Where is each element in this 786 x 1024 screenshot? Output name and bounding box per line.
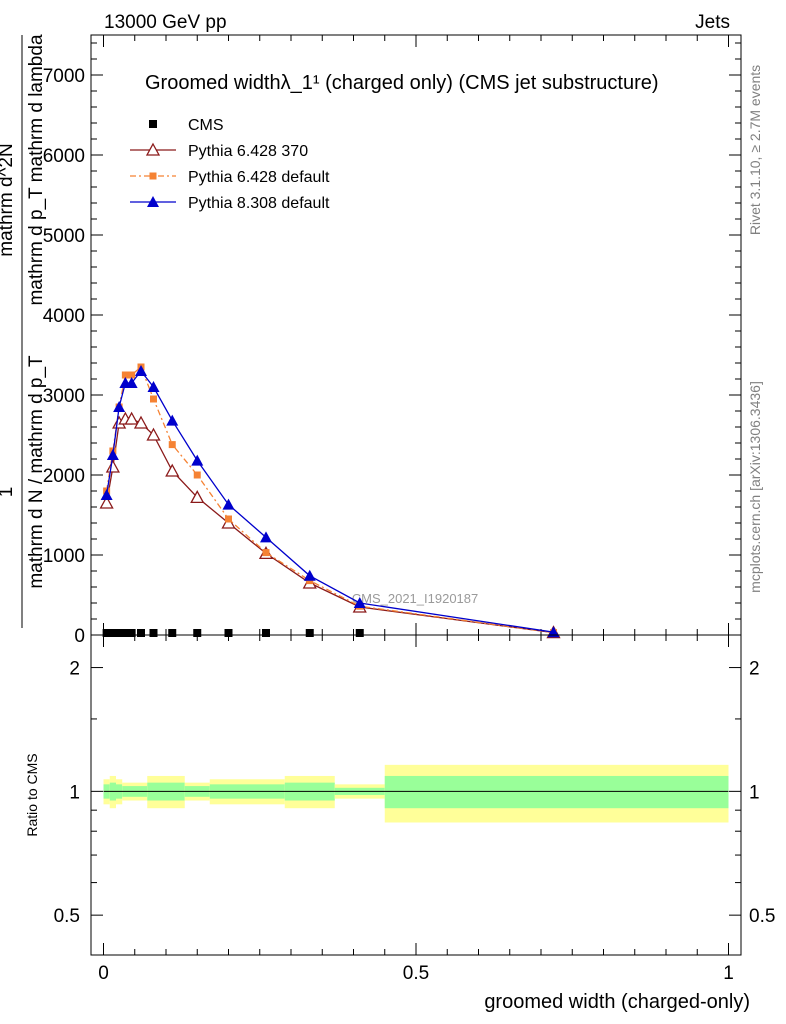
ratio-y-tick-label-right: 1 [749,782,760,803]
data-point-p6_370 [105,459,120,473]
data-point-p8_default [303,569,316,581]
legend-marker [145,142,161,156]
data-point-p6_370 [146,427,161,441]
data-point-cms [121,629,130,637]
ratio-y-tick-label-right: 0.5 [749,906,775,927]
y-tick-label: 1000 [43,546,85,567]
data-point-p8_default [100,489,113,500]
ratio-y-tick-label: 0.5 [54,906,80,927]
data-point-p8_default [147,381,160,392]
data-point-cms [137,629,145,637]
y-tick-label: 3000 [43,386,85,407]
y-tick-label: 5000 [43,226,85,247]
data-point-p6_370 [99,495,114,509]
data-point-cms [355,629,364,637]
y-tick-label: 6000 [43,146,85,167]
ratio-y-tick-labels: 0.5 0.5 1 1 2 2 [54,659,776,928]
data-point-p8_default [191,454,204,466]
ratio-y-label: Ratio to CMS [24,753,40,836]
legend-marker [147,196,159,207]
data-point-p8_default [166,414,179,426]
data-point-p6_default [121,371,129,379]
chart-title: Groomed widthλ_1¹ (charged only) (CMS je… [145,72,659,94]
legend-item-cms: CMS [149,117,224,134]
data-point-p8_default [260,531,272,543]
main-y-tick-labels: 0 1000 2000 3000 4000 5000 6000 7000 [43,66,85,647]
x-tick-label: 0.5 [403,963,429,984]
data-point-cms [102,629,111,637]
series-p8_default [100,365,560,638]
data-point-p8_default [125,377,138,388]
y-tick-label: 2000 [43,466,85,487]
analysis-watermark: CMS_2021_I1920187 [352,591,479,606]
data-point-p6_default [262,549,270,557]
legend-label: CMS [188,117,224,134]
legend-label: Pythia 6.428 default [188,169,330,186]
legend: CMS Pythia 6.428 370 Pythia 6.428 default P… [130,117,330,212]
series-p6_default [103,363,557,637]
x-tick-label: 0 [98,963,109,984]
main-ticks [91,35,741,636]
data-point-cms [149,629,158,637]
y-tick-label: 0 [74,626,85,647]
data-point-p6_370 [133,415,149,429]
x-axis-label: groomed width (charged-only) [484,991,750,1013]
legend-item-p6_370: Pythia 6.428 370 [130,142,308,160]
legend-label: Pythia 6.428 370 [188,143,308,160]
data-point-p6_370 [165,463,180,477]
data-point-p8_default [106,449,119,460]
y-axis-label: 1 mathrm d N / mathrm d p_T mathrm d^2N … [0,34,47,628]
data-point-p8_default [113,401,126,412]
header-right: Jets [695,12,730,33]
series-line-p6_370 [105,418,554,634]
ratio-y-tick-label: 1 [69,782,80,803]
ratio-bands [103,764,729,823]
data-point-p6_370 [124,411,139,425]
y-label-numerator: 1 [0,487,17,498]
y-label-denominator: mathrm d N / mathrm d p_T [26,355,47,589]
data-point-p6_default [128,371,136,379]
data-point-p8_default [135,365,147,376]
x-tick-labels: 0 0.5 1 [98,963,734,984]
ratio-ticks [91,635,741,955]
data-point-cms [108,629,117,637]
data-point-p6_default [168,441,176,449]
data-point-p6_370 [190,490,205,504]
data-point-cms [262,629,270,637]
data-point-p8_default [353,597,366,608]
mcplots-label: mcplots.cern.ch [arXiv:1306.3436] [747,381,763,593]
data-point-cms [305,629,314,637]
rivet-version-label: Rivet 3.1.10, ≥ 2.7M events [747,65,763,235]
data-point-cms [193,629,202,637]
legend-item-p6_default: Pythia 6.428 default [130,169,330,186]
ratio-panel: 0.5 0.51 12 2 0 0.5 1 Ratio to CMS groomed wi… [24,634,776,1013]
header-left: 13000 GeV pp [104,12,227,33]
data-point-p6_default [225,515,232,523]
y-tick-label: 4000 [43,306,85,327]
ratio-y-tick-label-right: 2 [749,659,760,680]
legend-marker [149,120,157,128]
ratio-y-tick-label: 2 [69,659,80,680]
data-point-p6_default [193,471,201,479]
series-line-p6_default [105,365,554,634]
legend-marker [149,172,157,180]
y-label-right-denominator: mathrm d p_T mathrm d lambda [26,34,47,305]
x-tick-label: 1 [723,963,734,984]
series-layer [99,363,561,639]
data-point-p8_default [222,498,235,510]
data-point-cms [127,629,136,637]
data-point-cms [168,629,177,637]
series-cms [102,629,364,637]
legend-item-p8_default: Pythia 8.308 default [130,195,330,212]
ratio-band-inner [384,775,729,809]
data-point-p8_default [547,626,560,638]
data-point-cms [224,629,233,637]
legend-label: Pythia 8.308 default [188,195,330,212]
main-panel: 0 1000 2000 3000 4000 5000 6000 7000 CMS_2021_I… [43,34,742,647]
y-label-right-numerator: mathrm d^2N [0,143,17,256]
data-point-p6_default [150,395,157,403]
data-point-cms [115,629,124,637]
y-tick-label: 7000 [43,66,85,87]
